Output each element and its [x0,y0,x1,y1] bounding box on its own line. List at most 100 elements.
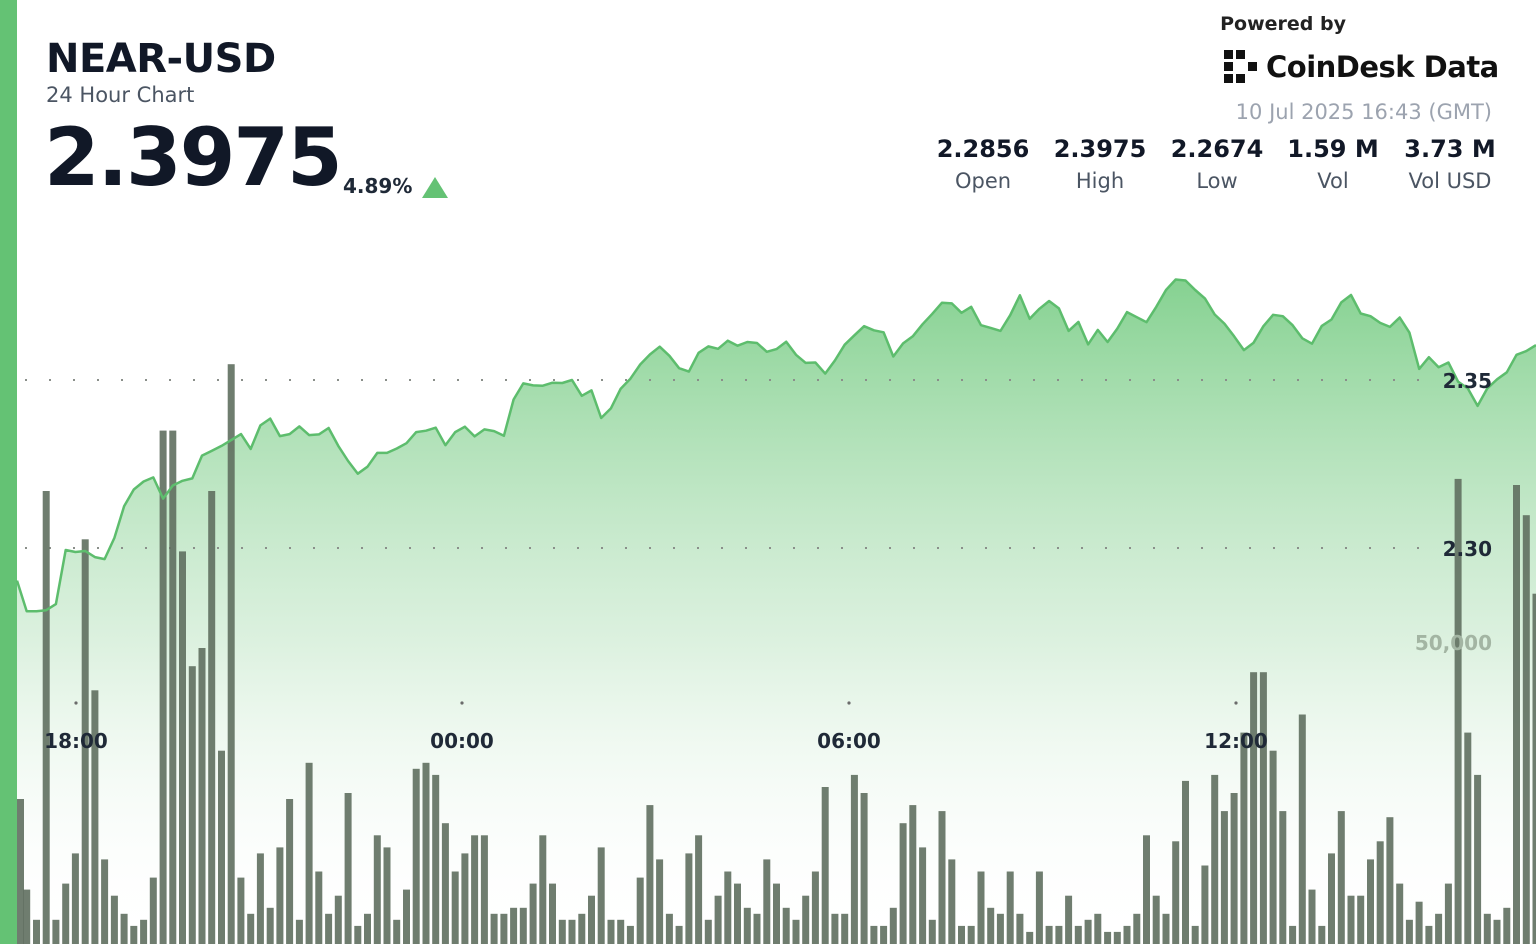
volume-bar [899,823,907,944]
x-tick-label: 12:00 [1204,729,1268,753]
volume-bar [23,889,31,944]
volume-bar [802,895,810,944]
volume-bar [1182,780,1189,944]
volume-bar [626,925,634,944]
volume-bar [208,491,216,944]
volume-bar [373,835,381,944]
volume-bar [364,913,371,944]
volume-bar [695,835,703,944]
volume-bar [1318,925,1326,944]
volume-bar [471,835,479,944]
volume-bar [948,859,956,944]
volume-bar [403,889,410,944]
volume-bar [159,430,167,944]
volume-bar [218,750,225,944]
volume-bar [1220,811,1228,944]
volume-bar [91,690,99,944]
volume-bar [1152,895,1160,944]
volume-bar [1211,774,1219,944]
volume-bar [461,853,469,944]
symbol-title: NEAR-USD [46,36,276,82]
volume-bar [704,919,712,944]
volume-bar [354,925,362,944]
volume-bar [909,805,917,944]
x-tick-mark [1234,701,1238,705]
price-area [17,279,1536,944]
volume-bar [1513,485,1520,944]
volume-bar [928,919,936,944]
volume-bar [1201,865,1209,944]
volume-bar [1143,835,1150,944]
volume-bar [1435,913,1443,944]
stat-value: 1.59 M [1287,135,1379,163]
volume-bar [558,919,566,944]
price-line [15,278,1536,613]
volume-bar [607,919,615,944]
volume-bar [1532,593,1536,944]
volume-bar [1405,919,1413,944]
volume-bar [811,871,819,944]
volume-bar [831,913,839,944]
volume-bar [256,853,264,944]
volume-bar [1259,672,1267,944]
volume-bar [1503,907,1511,944]
volume-bar [1522,515,1530,944]
volume-bar [841,913,849,944]
volume-bar [1172,841,1180,944]
stat-label: Low [1196,169,1238,193]
volume-bar [1367,859,1374,944]
volume-bar [1308,889,1316,944]
volume-bar [169,430,177,944]
stat-label: Vol [1317,169,1349,193]
volume-bar [1104,931,1112,944]
volume-bar [422,762,430,944]
change-percent: 4.89% [343,174,413,198]
volume-bar [393,919,401,944]
volume-bar [81,539,89,944]
brand-logo[interactable]: CoinDesk Data [1224,50,1499,84]
stat-value: 2.3975 [1053,135,1147,163]
volume-bar [432,774,440,944]
volume-bar [1454,478,1462,944]
volume-bar [1162,913,1170,944]
volume-bar [42,491,50,944]
volume-bar [724,871,732,944]
volume-bar [441,823,449,944]
stat-vol: 1.59 M Vol [1284,135,1382,193]
chart-subtitle: 24 Hour Chart [46,83,195,107]
price-axis-label: 2.35 [1443,369,1492,393]
volume-bar [188,666,196,944]
volume-bar [938,811,946,944]
volume-bar [578,913,586,944]
volume-bar [1074,925,1082,944]
volume-bar [958,925,965,944]
volume-bar [773,883,780,944]
volume-bar [870,925,878,944]
volume-bar [1415,901,1423,944]
volume-bar [286,799,294,944]
stat-low: 2.2674 Low [1168,135,1266,193]
accent-bar [0,0,17,944]
volume-bar [247,913,255,944]
stat-label: Vol USD [1408,169,1492,193]
volume-bar [1493,919,1501,944]
volume-bar [71,853,79,944]
stat-high: 2.3975 High [1051,135,1149,193]
up-arrow-icon [422,177,448,198]
volume-bar [480,835,488,944]
volume-bar [1035,871,1043,944]
volume-bar [656,859,664,944]
volume-bar [227,364,235,944]
price-axis-label: 2.30 [1443,537,1492,561]
volume-bar [996,913,1004,944]
volume-bar [880,925,888,944]
volume-bar [1464,732,1472,944]
volume-bar [237,877,245,944]
volume-bar [1425,925,1433,944]
volume-bar [149,877,157,944]
volume-bar [62,883,70,944]
brand-name: CoinDesk Data [1266,50,1499,84]
volume-bar [977,871,985,944]
stat-value: 3.73 M [1404,135,1496,163]
volume-bar [1376,841,1384,944]
